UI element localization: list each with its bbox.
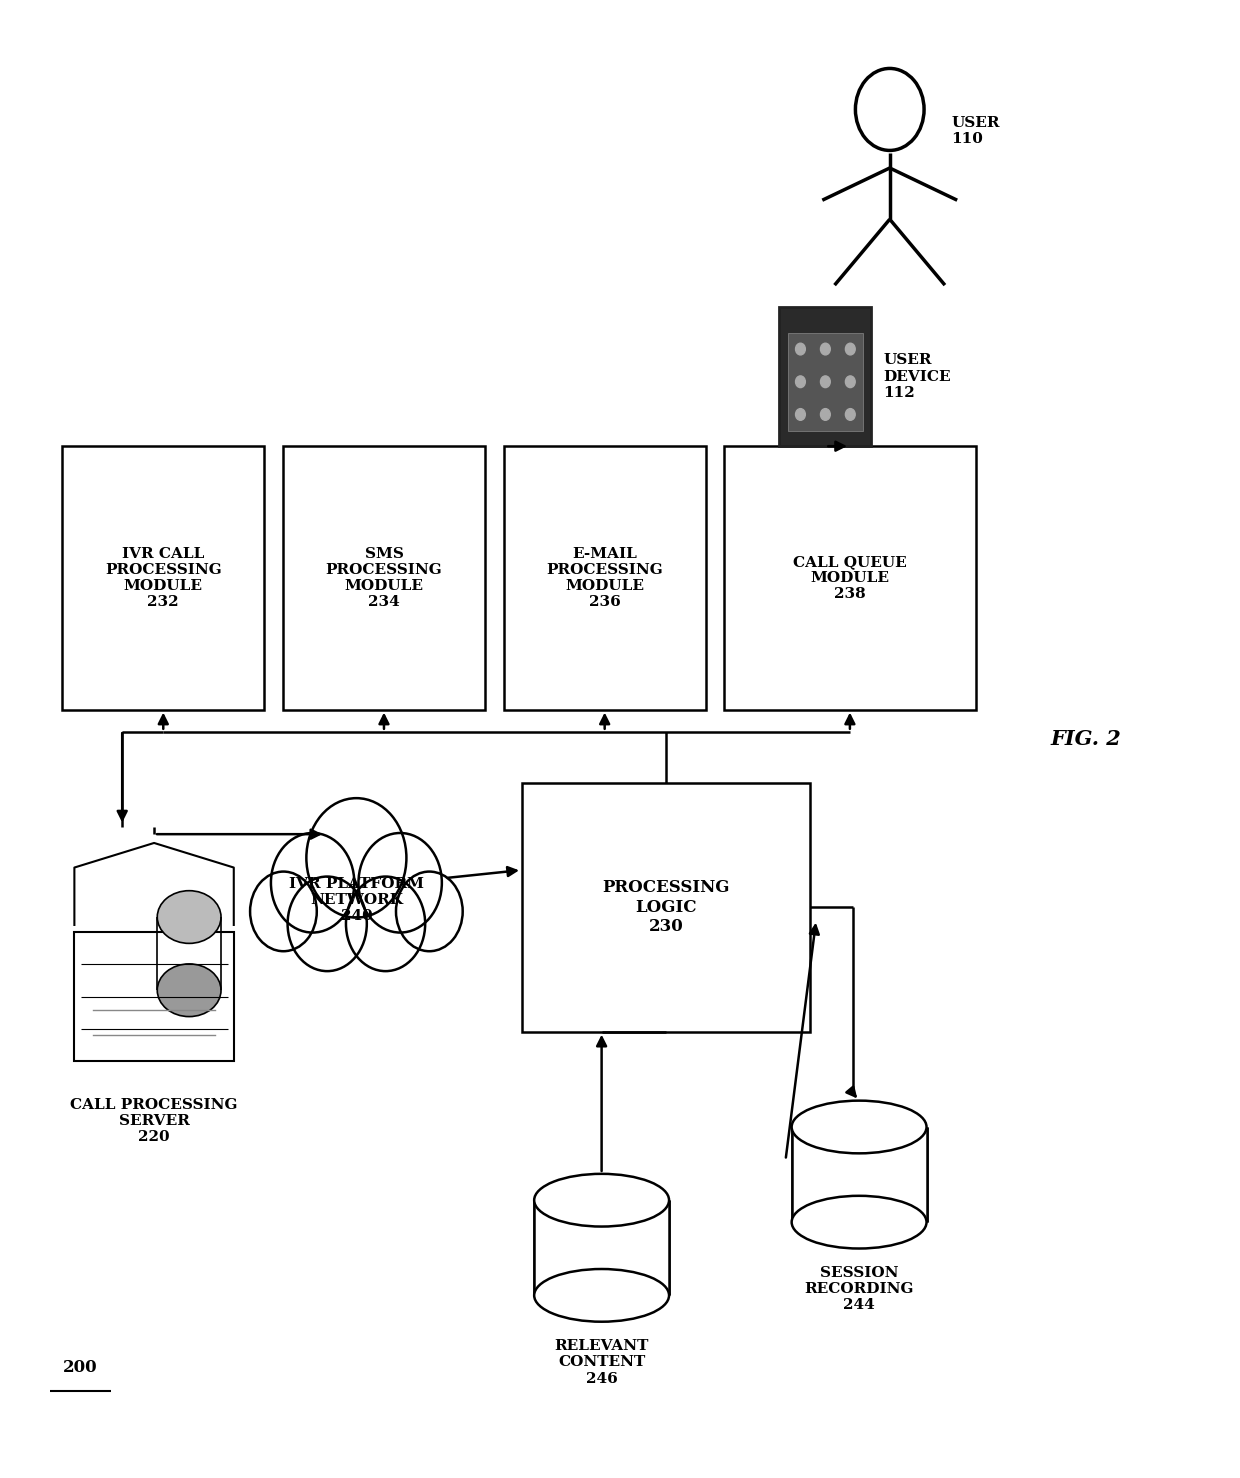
Text: 200: 200: [63, 1358, 98, 1376]
Circle shape: [796, 343, 805, 355]
Bar: [791, 1128, 926, 1222]
Bar: [724, 446, 976, 709]
Circle shape: [821, 375, 831, 387]
Text: PROCESSING
LOGIC
230: PROCESSING LOGIC 230: [603, 879, 729, 936]
Bar: [283, 446, 485, 709]
Text: USER
110: USER 110: [951, 117, 999, 146]
Bar: [787, 333, 863, 430]
Ellipse shape: [791, 1101, 926, 1153]
Circle shape: [288, 876, 367, 971]
Circle shape: [821, 408, 831, 420]
Bar: [780, 307, 872, 446]
Ellipse shape: [534, 1174, 670, 1227]
Circle shape: [396, 872, 463, 952]
Ellipse shape: [534, 1270, 670, 1321]
Text: FIG. 2: FIG. 2: [1050, 729, 1121, 749]
Ellipse shape: [791, 1196, 926, 1249]
Circle shape: [846, 343, 856, 355]
Circle shape: [821, 343, 831, 355]
Text: IVR PLATFORM
NETWORK
240: IVR PLATFORM NETWORK 240: [289, 876, 424, 924]
Circle shape: [250, 872, 316, 952]
Text: E-MAIL
PROCESSING
MODULE
236: E-MAIL PROCESSING MODULE 236: [547, 547, 663, 609]
Text: IVR CALL
PROCESSING
MODULE
232: IVR CALL PROCESSING MODULE 232: [105, 547, 222, 609]
Bar: [74, 933, 234, 1061]
Circle shape: [346, 876, 425, 971]
Text: CALL PROCESSING
SERVER
220: CALL PROCESSING SERVER 220: [71, 1098, 238, 1144]
Circle shape: [306, 798, 407, 918]
Circle shape: [846, 375, 856, 387]
Text: SESSION
RECORDING
244: SESSION RECORDING 244: [805, 1267, 914, 1312]
Bar: [522, 783, 810, 1032]
Ellipse shape: [157, 964, 221, 1017]
Bar: [503, 446, 706, 709]
Text: CALL QUEUE
MODULE
238: CALL QUEUE MODULE 238: [794, 554, 906, 602]
Circle shape: [796, 408, 805, 420]
Circle shape: [270, 834, 355, 933]
Circle shape: [358, 834, 441, 933]
Bar: [534, 1200, 670, 1295]
Text: RELEVANT
CONTENT
246: RELEVANT CONTENT 246: [554, 1339, 649, 1386]
Circle shape: [846, 408, 856, 420]
Ellipse shape: [157, 891, 221, 943]
Circle shape: [796, 375, 805, 387]
Bar: [62, 446, 264, 709]
Polygon shape: [74, 842, 234, 925]
Text: USER
DEVICE
112: USER DEVICE 112: [884, 353, 951, 401]
Text: SMS
PROCESSING
MODULE
234: SMS PROCESSING MODULE 234: [326, 547, 443, 609]
